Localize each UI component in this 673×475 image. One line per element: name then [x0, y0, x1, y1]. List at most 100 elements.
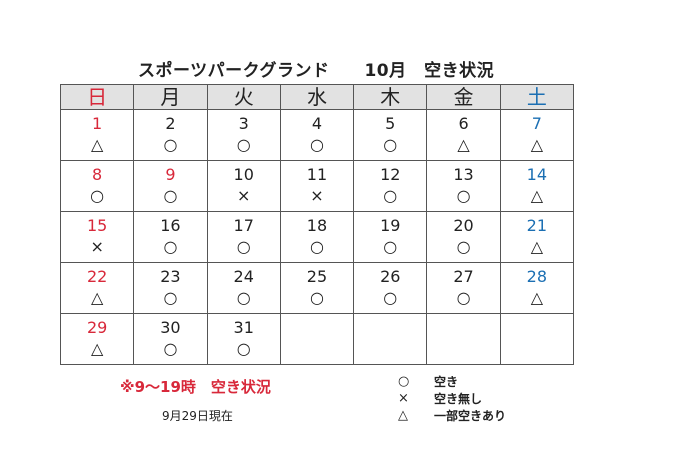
calendar-day-cell: 19 ○ — [353, 211, 428, 263]
calendar-day-cell: 22 △ — [59, 262, 135, 314]
calendar-day-cell: 14 △ — [499, 160, 575, 212]
legend-label: 空き — [434, 375, 459, 389]
availability-mark: ○ — [236, 237, 251, 256]
calendar-day-cell — [353, 313, 428, 365]
day-number: 10 — [233, 165, 254, 184]
calendar-day-cell: 29 △ — [59, 313, 135, 365]
day-number: 27 — [453, 267, 474, 286]
weekday-thu: 木 — [353, 84, 428, 110]
day-number: 16 — [160, 216, 181, 235]
weekday-sat: 土 — [499, 84, 575, 110]
calendar-day-cell: 13 ○ — [426, 160, 501, 212]
calendar-day-cell: 30 ○ — [133, 313, 208, 365]
availability-mark: ○ — [383, 186, 398, 205]
circle-icon: ○ — [398, 374, 410, 389]
availability-mark: ○ — [310, 288, 324, 307]
day-number: 29 — [86, 318, 108, 337]
availability-mark: ○ — [383, 135, 398, 154]
calendar-day-cell: 23 ○ — [133, 262, 208, 314]
calendar-day-cell — [279, 313, 355, 365]
weekday-fri: 金 — [426, 84, 501, 110]
calendar-week-row: 8 ○ 9 ○ 10 × 11 × 12 ○ 13 ○ 14 △ — [59, 160, 575, 212]
day-number: 22 — [86, 267, 108, 286]
day-number: 21 — [526, 216, 548, 235]
day-number: 23 — [160, 267, 181, 286]
day-number: 11 — [306, 165, 328, 184]
calendar-day-cell: 18 ○ — [279, 211, 355, 263]
availability-mark: △ — [90, 339, 104, 358]
calendar-week-row: 15 × 16 ○ 17 ○ 18 ○ 19 ○ 20 ○ 21 △ — [59, 211, 575, 263]
calendar-day-cell: 5 ○ — [353, 109, 428, 161]
legend-item: × 空き無し — [398, 390, 506, 407]
availability-calendar: 日 月 火 水 木 金 土 1 △ 2 ○ 3 ○ 4 ○ 5 ○ 6 △ 7 △ 8 ○ 9 ○ 10 × 11 × 12… — [59, 84, 575, 365]
legend-item: ○ 空き — [398, 373, 506, 390]
hours-note: ※9～19時 空き状況 — [120, 378, 271, 396]
availability-mark: △ — [530, 135, 543, 154]
day-number: 14 — [526, 165, 548, 184]
day-number: 7 — [531, 114, 542, 133]
availability-mark: △ — [530, 237, 543, 256]
cross-icon: × — [398, 391, 409, 406]
day-number: 25 — [306, 267, 328, 286]
day-number: 4 — [311, 114, 323, 133]
calendar-day-cell: 26 ○ — [353, 262, 428, 314]
legend-label: 空き無し — [434, 392, 483, 406]
availability-mark: △ — [530, 288, 543, 307]
availability-mark: ○ — [236, 288, 251, 307]
availability-mark: △ — [90, 288, 104, 307]
legend-item: △ 一部空きあり — [398, 407, 506, 424]
availability-mark: △ — [530, 186, 543, 205]
day-number: 9 — [165, 165, 176, 184]
day-number: 3 — [238, 114, 249, 133]
day-number: 12 — [380, 165, 401, 184]
availability-mark: ○ — [456, 288, 471, 307]
calendar-day-cell: 15 × — [59, 211, 135, 263]
calendar-day-cell: 25 ○ — [279, 262, 355, 314]
calendar-day-cell: 21 △ — [499, 211, 575, 263]
availability-mark: ○ — [236, 135, 251, 154]
weekday-sun: 日 — [59, 84, 135, 110]
calendar-day-cell: 12 ○ — [353, 160, 428, 212]
calendar-day-cell: 17 ○ — [206, 211, 281, 263]
calendar-day-cell: 16 ○ — [133, 211, 208, 263]
day-number: 8 — [92, 165, 103, 184]
availability-mark: △ — [90, 135, 104, 154]
day-number: 24 — [233, 267, 254, 286]
availability-mark: ○ — [310, 135, 324, 154]
calendar-week-row: 22 △ 23 ○ 24 ○ 25 ○ 26 ○ 27 ○ 28 △ — [59, 262, 575, 314]
weekday-mon: 月 — [133, 84, 208, 110]
day-number: 6 — [458, 114, 469, 133]
day-number: 30 — [160, 318, 181, 337]
calendar-day-cell: 4 ○ — [279, 109, 355, 161]
day-number: 1 — [92, 114, 103, 133]
calendar-day-cell: 27 ○ — [426, 262, 501, 314]
calendar-day-cell: 20 ○ — [426, 211, 501, 263]
page-title: スポーツパークグランド 10月 空き状況 — [138, 61, 495, 81]
day-number: 15 — [86, 216, 108, 235]
day-number: 28 — [526, 267, 548, 286]
calendar-day-cell: 11 × — [279, 160, 355, 212]
calendar-week-row: 1 △ 2 ○ 3 ○ 4 ○ 5 ○ 6 △ 7 △ — [59, 109, 575, 161]
as-of-date: 9月29日現在 — [162, 409, 233, 423]
day-number: 19 — [380, 216, 401, 235]
legend: ○ 空き × 空き無し △ 一部空きあり — [398, 373, 506, 424]
availability-mark: ○ — [456, 237, 471, 256]
availability-mark: ○ — [383, 237, 398, 256]
day-number: 5 — [385, 114, 396, 133]
calendar-table: 日 月 火 水 木 金 土 1 △ 2 ○ 3 ○ 4 ○ 5 ○ 6 △ 7 △ 8 ○ 9 ○ 10 × 11 × 12… — [59, 84, 575, 365]
availability-mark: ○ — [163, 288, 178, 307]
availability-mark: ○ — [163, 186, 178, 205]
availability-mark: ○ — [163, 237, 178, 256]
calendar-day-cell: 2 ○ — [133, 109, 208, 161]
calendar-day-cell: 28 △ — [499, 262, 575, 314]
calendar-day-cell: 6 △ — [426, 109, 501, 161]
day-number: 31 — [233, 318, 254, 337]
day-number: 17 — [233, 216, 254, 235]
calendar-day-cell: 31 ○ — [206, 313, 281, 365]
calendar-day-cell: 7 △ — [499, 109, 575, 161]
availability-mark: ○ — [310, 237, 324, 256]
calendar-day-cell — [499, 313, 575, 365]
day-number: 13 — [453, 165, 474, 184]
availability-mark: × — [310, 186, 324, 205]
day-number: 18 — [306, 216, 328, 235]
